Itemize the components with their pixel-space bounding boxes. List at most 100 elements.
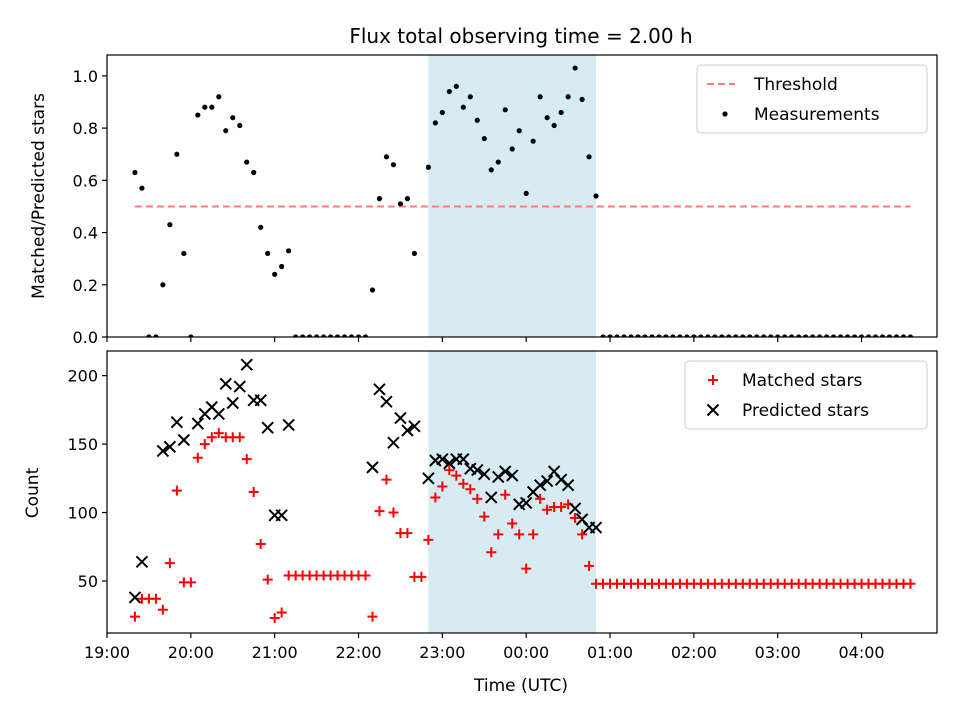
matched-star-marker — [451, 470, 462, 481]
measurement-point — [237, 122, 243, 129]
matched-star-marker — [535, 493, 546, 504]
matched-star-marker — [577, 529, 588, 540]
predicted-star-marker — [282, 418, 295, 432]
measurement-point — [851, 334, 858, 337]
matched-star-marker — [248, 487, 259, 497]
measurement-point — [300, 334, 306, 337]
measurement-point — [726, 334, 732, 337]
predicted-star-marker — [457, 452, 470, 466]
predicted-star-marker — [170, 415, 184, 429]
measurement-point — [593, 193, 599, 199]
chart-title: Flux total observing time = 2.00 h — [349, 24, 692, 48]
predicted-star-marker — [471, 463, 484, 477]
bottom-y-tick-label: 100 — [67, 504, 98, 523]
matched-star-marker — [234, 432, 245, 443]
measurement-point — [404, 196, 411, 202]
measurement-point — [712, 334, 718, 337]
top-y-tick-label: 0.8 — [73, 119, 98, 138]
predicted-star-marker — [394, 411, 407, 425]
measurement-point — [397, 201, 404, 207]
measurement-point — [334, 334, 341, 337]
measurement-point — [146, 334, 152, 337]
measurement-point — [796, 334, 802, 337]
measurement-point — [621, 334, 627, 337]
measurement-point — [439, 109, 445, 116]
measurement-point — [195, 112, 201, 118]
matched-star-marker — [542, 504, 553, 515]
predicted-star-marker — [163, 440, 177, 454]
measurement-point — [740, 334, 746, 337]
measurement-point — [530, 138, 536, 144]
measurement-point — [467, 94, 473, 100]
measurement-point — [656, 334, 662, 337]
bottom-legend-box — [684, 360, 928, 430]
measurement-point — [307, 334, 313, 337]
measurement-point — [893, 334, 900, 337]
top-y-tick-label: 0.4 — [73, 224, 98, 243]
measurement-point — [628, 334, 634, 337]
predicted-star-marker — [177, 433, 191, 447]
x-tick-label: 04:00 — [838, 643, 884, 662]
x-tick-label: 03:00 — [755, 643, 801, 662]
measurement-point — [488, 167, 494, 173]
measurement-point — [803, 334, 809, 337]
measurement-point — [160, 282, 166, 288]
predicted-star-marker — [408, 420, 421, 433]
predicted-star-marker — [492, 470, 505, 484]
predicted-star-marker — [533, 478, 547, 492]
measurement-point — [572, 65, 578, 71]
matched-star-marker — [360, 570, 371, 581]
measurement-point — [369, 287, 376, 293]
measurement-point — [817, 334, 823, 337]
x-tick-label: 19:00 — [84, 643, 130, 662]
bottom-y-tick-label: 200 — [67, 367, 98, 386]
measurement-point — [327, 334, 334, 337]
x-tick-label: 21:00 — [252, 643, 298, 662]
predicted-star-marker — [422, 472, 435, 485]
predicted-star-marker — [254, 394, 267, 407]
measurement-point — [768, 334, 774, 337]
measurement-point — [265, 250, 271, 257]
matched-star-marker — [486, 547, 497, 558]
matched-star-marker — [458, 478, 469, 489]
measurement-point — [139, 185, 145, 191]
x-axis-label: Time (UTC) — [473, 676, 568, 696]
measurement-point — [474, 117, 480, 123]
matched-star-marker — [276, 607, 287, 618]
x-tick-label: 22:00 — [335, 643, 381, 662]
measurement-point — [320, 334, 327, 337]
measurement-point — [460, 104, 466, 110]
matched-star-marker — [905, 578, 916, 589]
measurement-point — [810, 334, 816, 337]
predicted-star-marker — [554, 473, 568, 486]
measurement-point — [684, 334, 690, 337]
bottom-legend: Matched stars Predicted stars — [684, 360, 928, 430]
measurement-point — [537, 94, 543, 100]
x-tick-label: 01:00 — [587, 643, 633, 662]
matched-star-marker — [367, 611, 378, 622]
measurement-point — [223, 128, 229, 134]
matched-star-marker — [556, 502, 567, 513]
measurement-point — [286, 248, 292, 254]
predicted-star-marker — [219, 377, 232, 391]
predicted-star-marker — [401, 424, 414, 437]
predicted-star-marker — [128, 591, 142, 604]
predicted-star-marker — [135, 555, 149, 569]
predicted-star-marker — [233, 380, 246, 393]
measurement-point — [495, 159, 501, 165]
legend-label: Predicted stars — [742, 401, 869, 421]
bottom-y-tick-label: 50 — [78, 572, 98, 591]
measurement-point — [844, 334, 851, 337]
measurement-point — [565, 94, 571, 100]
predicted-star-marker — [485, 491, 498, 504]
measurement-point — [761, 334, 767, 337]
matched-star-marker — [199, 439, 210, 450]
measurement-point — [453, 83, 459, 89]
measurement-point — [230, 115, 236, 121]
measurement-point — [865, 334, 872, 337]
predicted-star-marker — [519, 496, 533, 510]
measurement-point — [705, 334, 711, 337]
predicted-star-marker — [443, 457, 456, 470]
matched-star-marker — [157, 604, 168, 615]
x-tick-label: 23:00 — [419, 643, 465, 662]
